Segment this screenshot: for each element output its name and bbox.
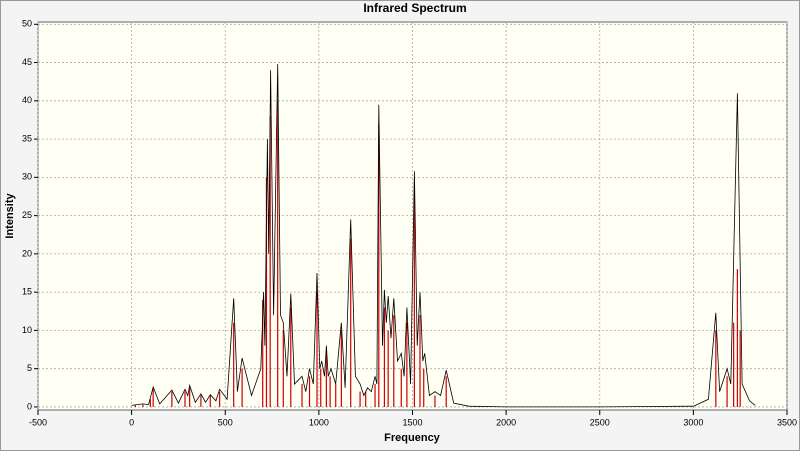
x-tick-label: 0	[129, 417, 134, 427]
y-tick-label: 25	[22, 210, 32, 220]
x-tick-label: 1000	[309, 417, 329, 427]
chart-title: Infrared Spectrum	[363, 1, 466, 15]
x-tick-label: 1500	[402, 417, 422, 427]
x-tick-label: 3500	[777, 417, 797, 427]
x-tick-label: 2500	[590, 417, 610, 427]
y-tick-label: 35	[22, 133, 32, 143]
y-tick-label: 10	[22, 325, 32, 335]
y-tick-label: 40	[22, 95, 32, 105]
y-tick-label: 0	[27, 401, 32, 411]
x-axis-label: Frequency	[384, 432, 441, 444]
y-tick-label: 20	[22, 248, 32, 258]
y-axis-label: Intensity	[4, 193, 16, 239]
x-tick-label: -500	[29, 417, 47, 427]
x-tick-label: 2000	[496, 417, 516, 427]
x-tick-label: 500	[218, 417, 233, 427]
y-tick-label: 5	[27, 363, 32, 373]
spectrum-line	[131, 64, 756, 408]
y-tick-label: 50	[22, 19, 32, 29]
y-tick-label: 30	[22, 172, 32, 182]
y-tick-label: 45	[22, 57, 32, 67]
x-tick-label: 3000	[683, 417, 703, 427]
y-tick-label: 15	[22, 287, 32, 297]
